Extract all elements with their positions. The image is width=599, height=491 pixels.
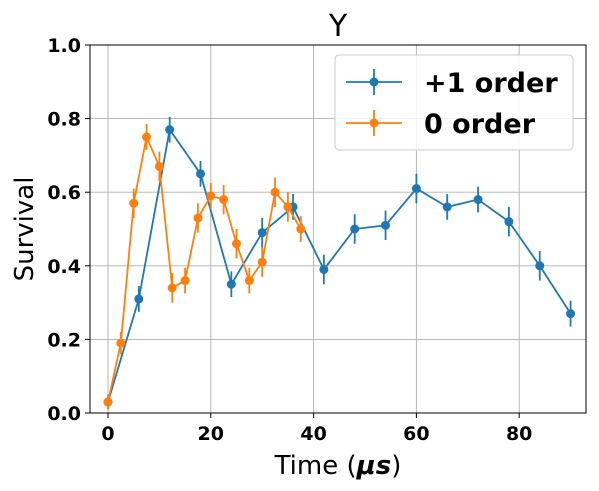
data-point <box>504 217 514 227</box>
x-axis-title: Time (μs) <box>274 451 402 481</box>
data-point <box>231 239 241 249</box>
x-axis-title-suffix: ) <box>391 451 401 481</box>
data-point <box>270 187 280 197</box>
y-tick-label: 0.0 <box>47 403 81 425</box>
data-point <box>296 224 306 234</box>
data-point <box>129 198 139 208</box>
legend-item: +1 order <box>346 68 558 99</box>
data-point <box>350 224 360 234</box>
data-point <box>167 283 177 293</box>
legend: +1 order 0 order <box>334 54 574 151</box>
data-point <box>116 338 126 348</box>
legend-item: 0 order <box>346 109 536 140</box>
data-point <box>193 213 203 223</box>
data-point <box>473 195 483 205</box>
chart-title: Y <box>328 9 348 44</box>
series-layer <box>103 116 576 410</box>
y-tick-label: 0.2 <box>47 329 81 351</box>
x-tick-label: 20 <box>198 423 224 445</box>
legend-label: +1 order <box>424 68 558 99</box>
x-tick-label: 0 <box>101 423 114 445</box>
x-tick-label: 80 <box>506 423 532 445</box>
series-1 <box>103 116 576 410</box>
plot-frame <box>89 44 587 414</box>
legend-marker <box>369 77 379 87</box>
data-point <box>244 276 254 286</box>
data-point <box>103 397 113 407</box>
y-tick-label: 0.6 <box>47 182 81 204</box>
y-tick-label: 1.0 <box>47 35 81 57</box>
data-point <box>134 294 144 304</box>
x-tick-label: 60 <box>403 423 429 445</box>
data-point <box>180 276 190 286</box>
legend-box <box>334 54 574 151</box>
data-point <box>411 184 421 194</box>
x-axis-title-prefix: Time ( <box>274 451 357 481</box>
data-point <box>165 125 175 135</box>
data-point <box>206 191 216 201</box>
data-point <box>381 220 391 230</box>
y-axis-title: Survival <box>10 177 40 282</box>
x-tick-label: 40 <box>300 423 326 445</box>
data-point <box>319 264 329 274</box>
legend-label: 0 order <box>424 109 536 140</box>
ticks: 0 20 40 60 80 0.0 0.2 0.4 0.6 0.8 1.0 <box>47 35 532 445</box>
data-point <box>196 169 206 179</box>
data-point <box>226 279 236 289</box>
y-tick-label: 0.8 <box>47 109 81 131</box>
data-point <box>154 161 164 171</box>
series-line <box>107 133 302 403</box>
data-point <box>442 202 452 212</box>
data-point <box>566 309 576 319</box>
x-axis-title-unit: μs <box>356 451 392 481</box>
series-2 <box>103 124 306 410</box>
data-point <box>535 261 545 271</box>
data-point <box>257 257 267 267</box>
data-point <box>283 202 293 212</box>
series-line <box>107 127 572 403</box>
y-tick-label: 0.4 <box>47 256 81 278</box>
data-point <box>142 132 152 142</box>
data-point <box>219 195 229 205</box>
legend-marker <box>369 118 379 128</box>
data-point <box>257 228 267 238</box>
